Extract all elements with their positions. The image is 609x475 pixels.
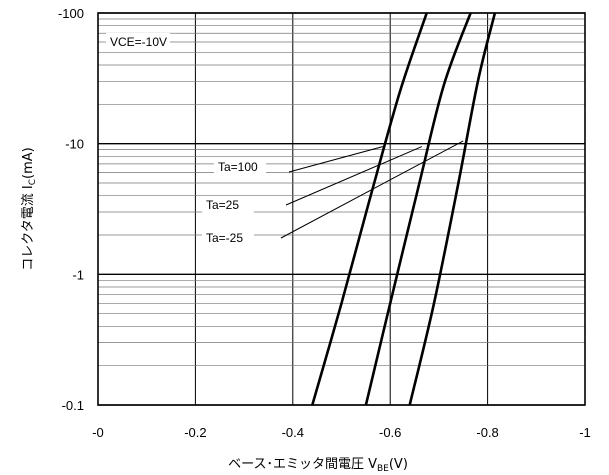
series-line-ta100	[311, 12, 428, 406]
y-tick-label: -1	[72, 267, 84, 282]
annotation-leader-line	[288, 146, 384, 173]
x-axis-title-sub: BE	[377, 464, 389, 474]
plot-frame	[97, 12, 586, 406]
annotation-label-background	[202, 197, 254, 213]
y-axis-title-unit: (mA)	[21, 147, 36, 179]
series-line-ta25	[408, 12, 497, 406]
annotation-label-background	[202, 230, 254, 246]
series-line-ta25	[364, 12, 472, 406]
tick-labels: -0 -0.2 -0.4 -0.6 -0.8 -1 -0.1 -1 -10 -100	[58, 6, 591, 440]
series-group	[311, 12, 497, 406]
annotation-label: Ta=-25	[206, 231, 243, 245]
y-tick-label: -10	[65, 137, 84, 152]
annotation-group: Ta=100 Ta=25 Ta=-25	[202, 140, 464, 246]
y-axis-title-main: コレクタ電流 I	[21, 185, 36, 270]
x-tick-label: -0.6	[379, 425, 401, 440]
plot-background	[98, 13, 585, 405]
annotation-leader-line	[285, 146, 423, 206]
x-tick-label: -0.8	[476, 425, 498, 440]
annotation-label-background	[214, 159, 266, 175]
x-tick-label: -0	[92, 425, 104, 440]
x-tick-label: -0.4	[282, 425, 304, 440]
x-tick-label: -1	[579, 425, 591, 440]
y-axis-title-sub: C	[28, 179, 38, 185]
y-axis-title: コレクタ電流 IC(mA)	[21, 147, 38, 270]
annotation-label: Ta=25	[206, 198, 239, 212]
annotation-leader-line	[280, 140, 464, 239]
y-tick-label: -0.1	[62, 398, 84, 413]
y-tick-label: -100	[58, 6, 84, 21]
annotation-label: Ta=100	[218, 160, 258, 174]
x-axis-title-main: ベース･エミッタ間電圧 V	[228, 457, 377, 472]
x-axis-title: ベース･エミッタ間電圧 VBE(V)	[228, 457, 408, 474]
condition-label: VCE=-10V	[110, 35, 167, 49]
condition-label-box	[106, 33, 170, 49]
x-tick-label: -0.2	[184, 425, 206, 440]
x-axis-title-unit: (V)	[389, 457, 408, 472]
